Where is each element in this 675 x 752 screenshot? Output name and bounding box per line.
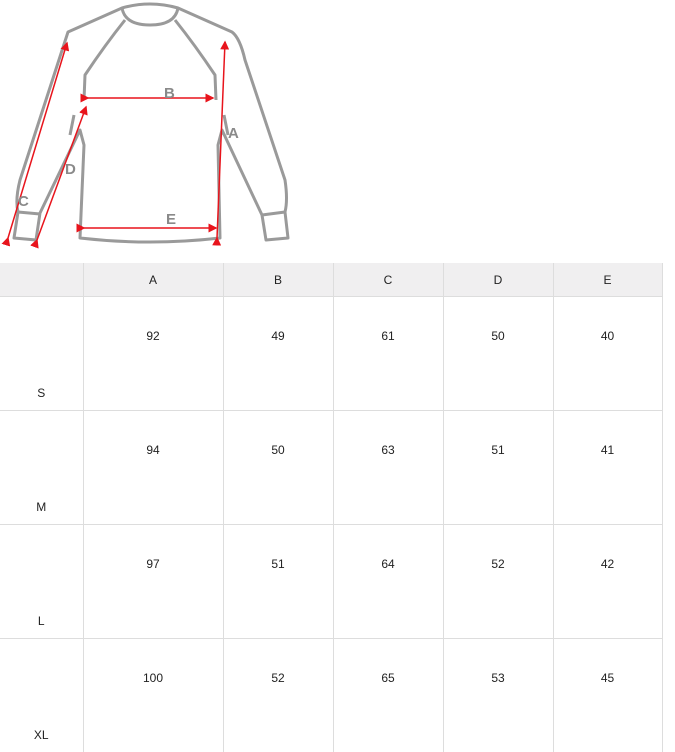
value-cell: 45 <box>553 639 662 752</box>
value-cell: 94 <box>83 411 223 525</box>
size-cell: S <box>0 297 83 411</box>
value-cell: 40 <box>553 297 662 411</box>
value-cell: 51 <box>223 525 333 639</box>
value-cell: 65 <box>333 639 443 752</box>
header-cell: A <box>83 263 223 297</box>
value-cell: 49 <box>223 297 333 411</box>
value-cell: 53 <box>443 639 553 752</box>
header-cell: C <box>333 263 443 297</box>
size-cell: XL <box>0 639 83 752</box>
value-cell: 51 <box>443 411 553 525</box>
label-e: E <box>166 211 176 228</box>
value-cell: 52 <box>223 639 333 752</box>
sweater-diagram: A B C D E <box>0 0 310 255</box>
label-c: C <box>18 193 29 210</box>
value-cell: 41 <box>553 411 662 525</box>
value-cell: 50 <box>443 297 553 411</box>
value-cell: 61 <box>333 297 443 411</box>
value-cell: 97 <box>83 525 223 639</box>
label-a: A <box>228 125 239 142</box>
value-cell: 92 <box>83 297 223 411</box>
sweater-outline <box>14 4 288 242</box>
value-cell: 63 <box>333 411 443 525</box>
label-d: D <box>65 161 76 178</box>
header-cell: B <box>223 263 333 297</box>
header-row: A B C D E <box>0 263 662 297</box>
header-cell: E <box>553 263 662 297</box>
size-cell: L <box>0 525 83 639</box>
header-cell: D <box>443 263 553 297</box>
value-cell: 52 <box>443 525 553 639</box>
value-cell: 64 <box>333 525 443 639</box>
value-cell: 100 <box>83 639 223 752</box>
value-cell: 50 <box>223 411 333 525</box>
label-b: B <box>164 85 175 102</box>
value-cell: 42 <box>553 525 662 639</box>
header-cell <box>0 263 83 297</box>
size-cell: M <box>0 411 83 525</box>
